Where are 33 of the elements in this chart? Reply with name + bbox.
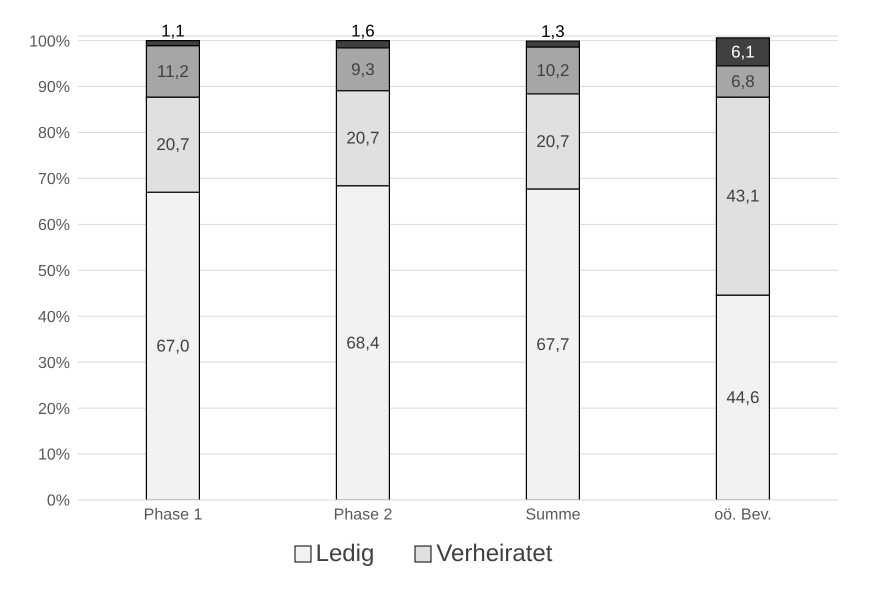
data-label: 1,3 (541, 22, 565, 42)
legend-label: Verheiratet (436, 540, 552, 568)
legend-label: Ledig (316, 540, 374, 568)
y-tick-label: 80% (38, 125, 70, 142)
data-label: 6,8 (731, 72, 755, 91)
y-tick-label: 90% (38, 79, 70, 96)
y-tick-label: 10% (38, 446, 70, 464)
data-label: 6,1 (731, 42, 755, 62)
y-tick-label: 100% (29, 33, 70, 50)
data-label: 68,4 (346, 333, 380, 352)
x-tick-label: Summe (525, 506, 581, 524)
data-label: 67,0 (156, 336, 190, 356)
y-tick-label: 60% (38, 217, 70, 234)
y-tick-label: 0% (46, 492, 70, 510)
data-label: 20,7 (346, 128, 380, 148)
x-tick-label: oö. Bev. (714, 506, 772, 524)
data-label: 67,7 (536, 334, 570, 354)
y-tick-label: 70% (38, 171, 70, 188)
y-tick-label: 40% (38, 308, 70, 326)
x-tick-label: Phase 2 (334, 506, 392, 524)
data-label: 43,1 (726, 186, 760, 206)
data-label: 9,3 (351, 60, 375, 79)
data-label: 20,7 (536, 132, 570, 151)
data-label: 1,1 (161, 22, 185, 41)
x-tick-label: Phase 1 (144, 506, 202, 524)
y-tick-label: 50% (38, 262, 70, 280)
data-label: 1,6 (351, 22, 375, 41)
data-label: 44,6 (726, 388, 760, 408)
data-label: 10,2 (536, 60, 570, 80)
data-label: 20,7 (156, 135, 190, 154)
data-label: 11,2 (156, 62, 189, 81)
y-tick-label: 20% (38, 400, 70, 418)
y-tick-label: 30% (38, 354, 70, 372)
